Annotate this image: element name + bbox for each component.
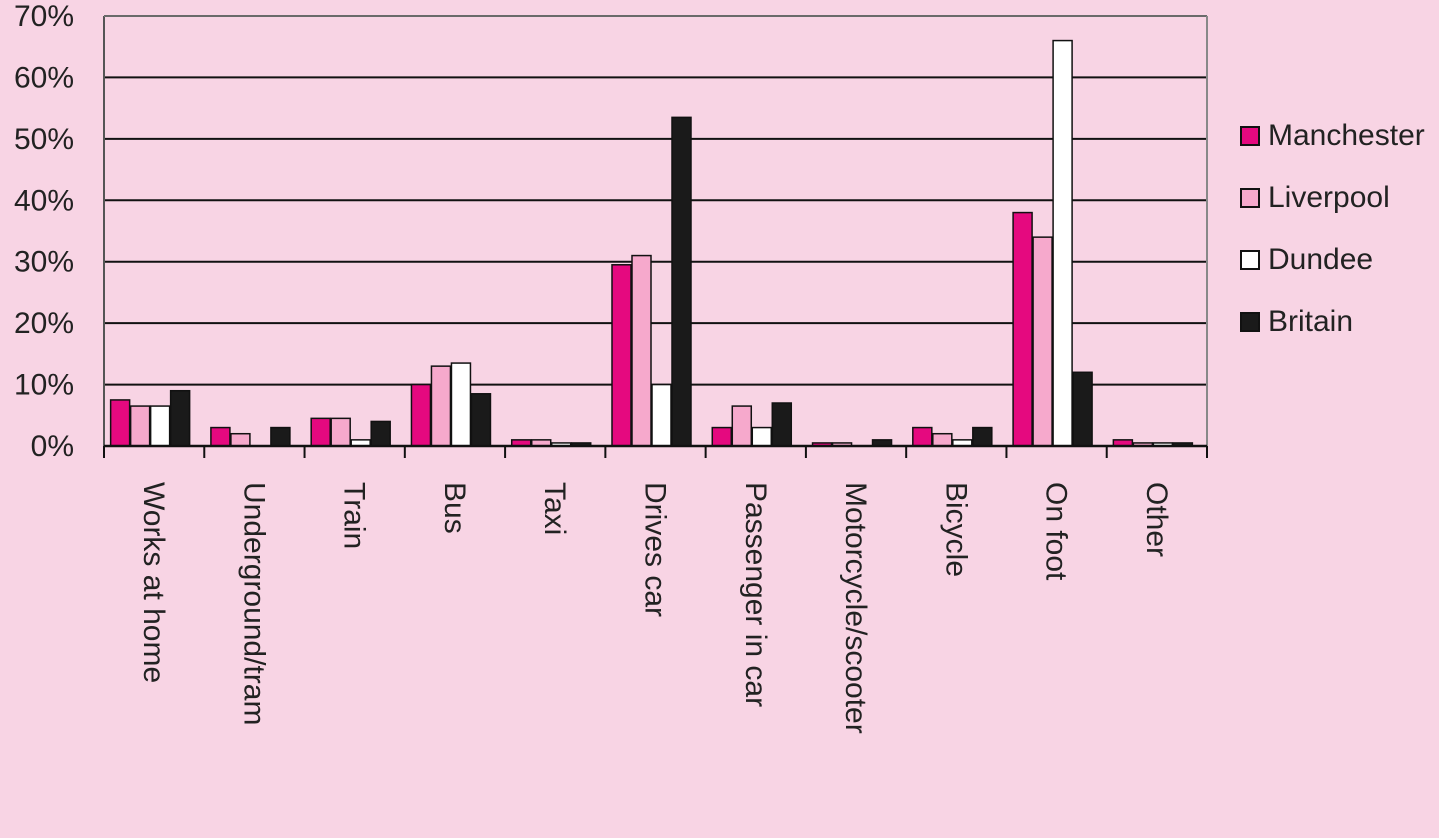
bar-britain-train: [370, 420, 391, 447]
bar-liverpool-drives-car: [631, 254, 652, 447]
bar-britain-bicycle: [972, 426, 993, 447]
axes: [103, 15, 1208, 458]
bar-manchester-bus: [410, 383, 432, 447]
x-tick-label-drives-car: Drives car: [639, 482, 672, 617]
y-tick-label: 30%: [14, 246, 74, 279]
bar-britain-bus: [470, 393, 492, 447]
legend-swatch-liverpool: [1240, 188, 1260, 208]
bar-liverpool-underground-tram: [230, 432, 251, 447]
legend-label-liverpool: Liverpool: [1268, 181, 1390, 214]
x-tick-label-passenger-in-car: Passenger in car: [739, 482, 772, 707]
y-tick-label: 0%: [31, 430, 74, 463]
bar-liverpool-bus: [430, 365, 452, 447]
bar-liverpool-works-at-home: [129, 405, 151, 447]
legend-label-britain: Britain: [1268, 305, 1354, 338]
bar-dundee-bus: [450, 362, 472, 447]
bar-manchester-passenger-in-car: [711, 426, 733, 447]
legend-swatch-manchester: [1240, 126, 1260, 146]
bar-dundee-drives-car: [651, 383, 672, 447]
x-tick-label-bus: Bus: [438, 482, 471, 534]
bar-dundee-on-foot: [1052, 39, 1073, 447]
bar-manchester-train: [310, 417, 331, 447]
y-tick-label: 20%: [14, 307, 74, 340]
y-tick-label: 10%: [14, 369, 74, 402]
bar-manchester-underground-tram: [210, 426, 231, 447]
x-tick-label-other: Other: [1140, 482, 1173, 557]
legend-label-dundee: Dundee: [1268, 243, 1374, 276]
legend-item-liverpool: Liverpool: [1240, 181, 1425, 214]
y-tick-label: 40%: [14, 184, 74, 217]
y-tick-label: 70%: [14, 0, 74, 33]
bar-manchester-bicycle: [912, 426, 933, 447]
legend-item-dundee: Dundee: [1240, 243, 1425, 276]
bar-britain-works-at-home: [169, 389, 191, 447]
y-tick-label: 60%: [14, 61, 74, 94]
legend-swatch-dundee: [1240, 250, 1260, 270]
bar-britain-drives-car: [671, 116, 692, 447]
x-tick-label-taxi: Taxi: [538, 482, 571, 535]
legend-item-manchester: Manchester: [1240, 119, 1425, 152]
x-tick-labels: Works at home Underground/tram Train Bus Tax…: [137, 482, 1173, 734]
x-tick-label-underground-tram: Underground/tram: [237, 482, 270, 725]
bar-britain-passenger-in-car: [771, 402, 793, 447]
x-tick-label-train: Train: [338, 482, 371, 549]
bar-manchester-works-at-home: [109, 399, 131, 447]
bar-liverpool-passenger-in-car: [731, 405, 753, 447]
bar-britain-on-foot: [1072, 371, 1093, 447]
x-tick-label-works-at-home: Works at home: [137, 482, 170, 683]
legend-item-britain: Britain: [1240, 305, 1425, 338]
bar-manchester-drives-car: [611, 264, 632, 447]
y-tick-label: 50%: [14, 123, 74, 156]
bar-liverpool-on-foot: [1032, 236, 1053, 447]
legend-label-manchester: Manchester: [1268, 119, 1425, 152]
x-tick-label-motorcycle-scooter: Motorcycle/scooter: [839, 482, 872, 734]
x-tick-label-on-foot: On foot: [1040, 482, 1073, 581]
y-tick-labels: 0% 10% 20% 30% 40% 50% 60% 70%: [14, 0, 74, 463]
bar-manchester-on-foot: [1012, 211, 1033, 447]
bar-liverpool-train: [330, 417, 351, 447]
bar-dundee-works-at-home: [149, 405, 171, 447]
legend: Manchester Liverpool Dundee Britain: [1240, 119, 1425, 368]
bar-liverpool-bicycle: [932, 432, 953, 447]
bars: [109, 39, 1194, 447]
legend-swatch-britain: [1240, 312, 1260, 332]
bar-dundee-passenger-in-car: [751, 426, 773, 447]
x-tick-label-bicycle: Bicycle: [939, 482, 972, 577]
bar-britain-underground-tram: [270, 426, 291, 447]
